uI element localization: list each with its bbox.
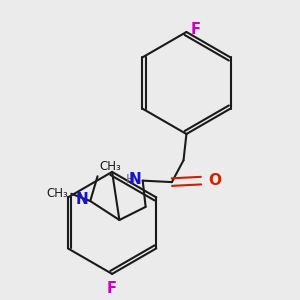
Text: F: F [191,22,201,37]
Text: F: F [107,281,117,296]
Text: O: O [208,173,221,188]
Text: N: N [76,192,89,207]
Text: H: H [126,173,135,186]
Text: N: N [128,172,141,187]
Text: CH₃: CH₃ [46,187,68,200]
Text: CH₃: CH₃ [99,160,121,173]
